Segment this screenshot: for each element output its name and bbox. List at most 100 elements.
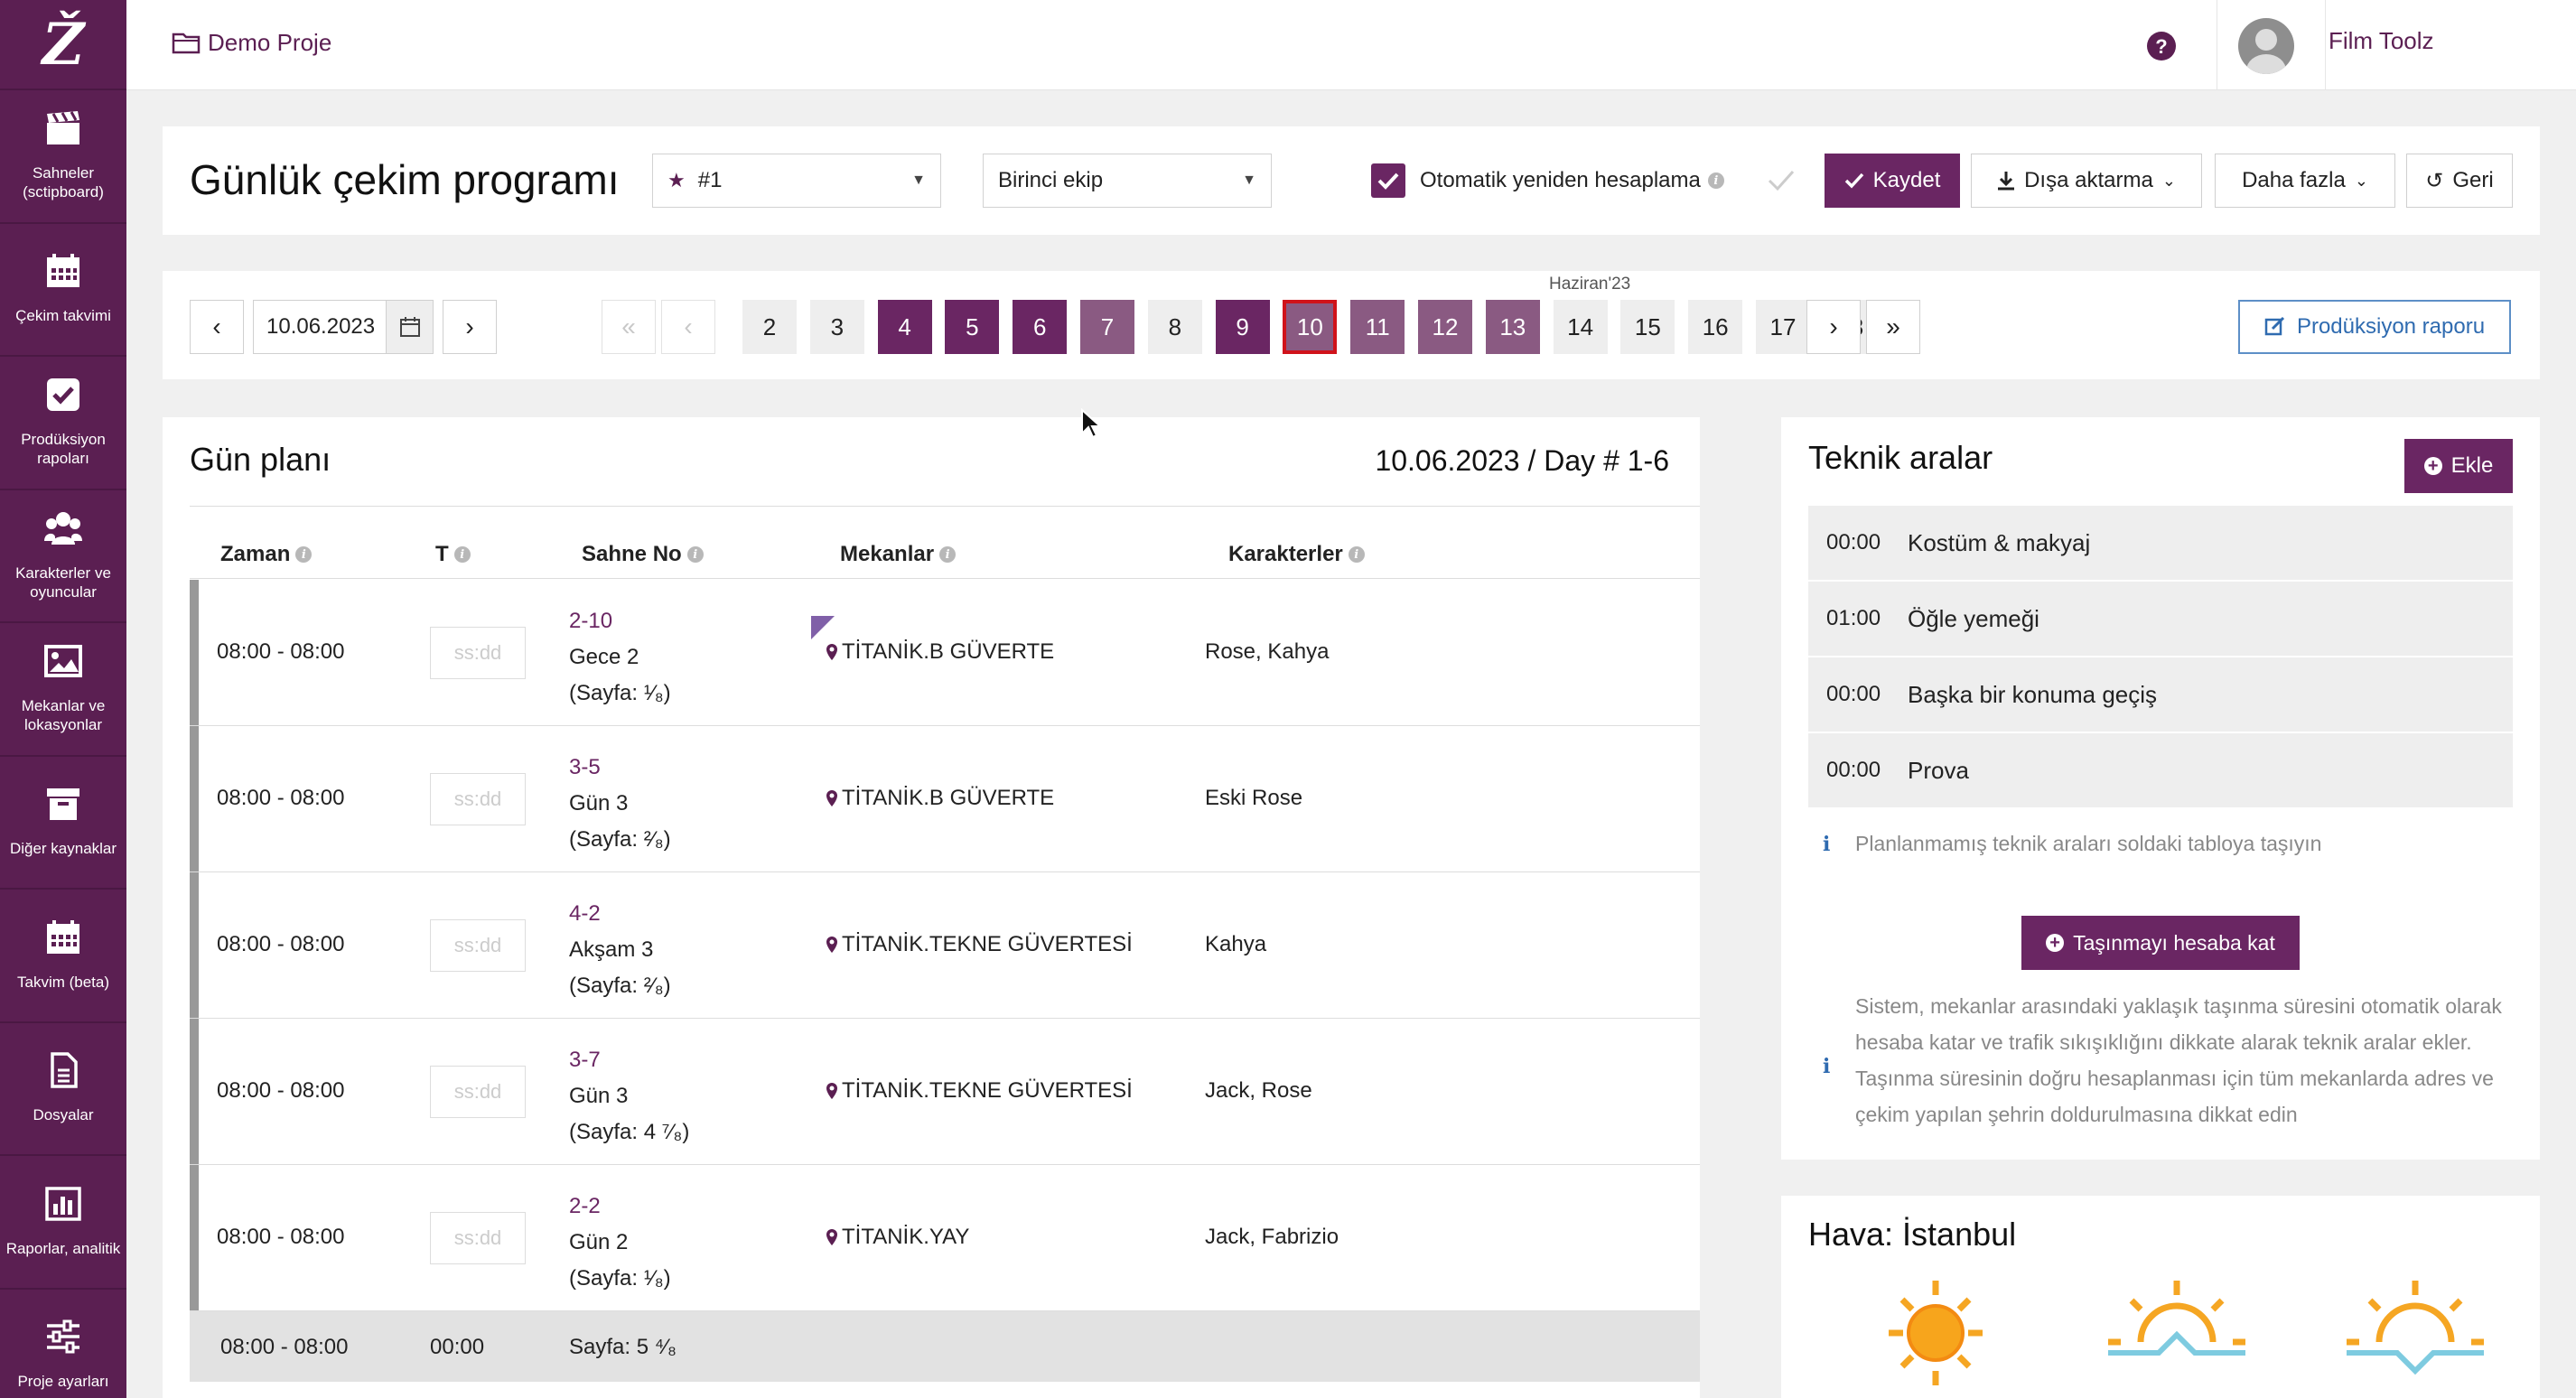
scene-number[interactable]: 2-10 — [569, 609, 613, 633]
export-button[interactable]: Dışa aktarma ⌄ — [1971, 154, 2202, 208]
day-button[interactable]: 17 — [1756, 300, 1810, 354]
scene-pages: (Sayfa: ²⁄₈) — [569, 827, 671, 852]
duration-input[interactable]: ss:dd — [430, 919, 526, 972]
tech-break-item[interactable]: 00:00 Başka bir konuma geçiş — [1808, 657, 2513, 732]
first-page-button[interactable]: « — [602, 300, 656, 354]
day-button[interactable]: 9 — [1215, 300, 1270, 354]
sidebar-item-1[interactable]: Sahneler (sctipboard) — [0, 90, 126, 224]
characters: Eski Rose — [1205, 786, 1303, 810]
drag-handle[interactable] — [190, 1165, 199, 1310]
day-button[interactable]: 7 — [1080, 300, 1134, 354]
tech-note: Sistem, mekanlar arasındaki yaklaşık taş… — [1855, 994, 2502, 1126]
sidebar-item-label: Raporlar, analitik — [5, 1239, 121, 1257]
schedule-select[interactable]: ★ #1 ▼ — [652, 154, 941, 208]
save-button[interactable]: Kaydet — [1825, 154, 1960, 208]
checkbox-icon — [44, 377, 82, 417]
last-page-button[interactable]: » — [1866, 300, 1920, 354]
next-date-button[interactable]: › — [443, 300, 497, 354]
table-row[interactable]: 08:00 - 08:00 ss:dd 4-2 Akşam 3 (Sayfa: ²⁄₈)… — [190, 872, 1700, 1019]
sidebar-item-7[interactable]: Takvim (beta) — [0, 890, 126, 1023]
day-button[interactable]: 3 — [809, 300, 864, 354]
scene-desc: Gece 2 — [569, 645, 639, 669]
col-characters[interactable]: Karakterler i — [1228, 542, 1365, 567]
scene-pages: (Sayfa: ¹⁄₈) — [569, 681, 671, 705]
sidebar-item-5[interactable]: Mekanlar ve lokasyonlar — [0, 623, 126, 757]
col-locations[interactable]: Mekanlar i — [840, 542, 957, 567]
back-button[interactable]: ↺ Geri — [2406, 154, 2513, 208]
characters: Rose, Kahya — [1205, 639, 1330, 664]
plus-circle-icon: + — [2423, 457, 2442, 475]
day-button[interactable]: 6 — [1013, 300, 1068, 354]
production-report-button[interactable]: Prodüksiyon raporu — [2238, 300, 2511, 354]
day-button[interactable]: 2 — [742, 300, 797, 354]
sidebar-item-8[interactable]: Dosyalar — [0, 1023, 126, 1156]
col-time[interactable]: Zaman i — [220, 542, 313, 567]
info-icon: i — [295, 546, 313, 563]
summary-row: 08:00 - 08:00 00:00 Sayfa: 5 ⁴⁄₈ — [190, 1311, 1700, 1382]
sidebar-item-3[interactable]: Prodüksiyon rapoları — [0, 357, 126, 490]
day-button[interactable]: 16 — [1688, 300, 1743, 354]
sidebar-item-2[interactable]: Çekim takvimi — [0, 224, 126, 357]
drag-handle[interactable] — [190, 726, 199, 871]
drag-handle[interactable] — [190, 580, 199, 725]
scene-number[interactable]: 3-7 — [569, 1048, 601, 1072]
crew-select[interactable]: Birinci ekip ▼ — [983, 154, 1272, 208]
calc-transfer-button[interactable]: + Taşınmayı hesaba kat — [2021, 916, 2300, 970]
scene-number[interactable]: 3-5 — [569, 755, 601, 779]
project-link[interactable]: Demo Proje — [172, 29, 331, 57]
day-button[interactable]: 14 — [1553, 300, 1608, 354]
day-button[interactable]: 13 — [1485, 300, 1540, 354]
sidebar-item-4[interactable]: Karakterler ve oyuncular — [0, 490, 126, 623]
tech-break-label: Başka bir konuma geçiş — [1908, 680, 2158, 708]
edit-icon — [2264, 317, 2284, 336]
tech-break-item[interactable]: 00:00 Prova — [1808, 733, 2513, 808]
scene-number[interactable]: 2-2 — [569, 1194, 601, 1218]
sidebar-item-9[interactable]: Raporlar, analitik — [0, 1156, 126, 1290]
more-button[interactable]: Daha fazla ⌄ — [2215, 154, 2395, 208]
duration-input[interactable]: ss:dd — [430, 1066, 526, 1118]
prev-page-button[interactable]: ‹ — [661, 300, 715, 354]
scene-number[interactable]: 4-2 — [569, 901, 601, 926]
characters: Jack, Fabrizio — [1205, 1225, 1339, 1249]
duration-input[interactable]: ss:dd — [430, 627, 526, 679]
drag-handle[interactable] — [190, 1019, 199, 1164]
weather-card: Hava: İstanbul — [1781, 1196, 2540, 1398]
table-row[interactable]: 08:00 - 08:00 ss:dd 2-10 Gece 2 (Sayfa: ¹⁄₈)… — [190, 580, 1700, 726]
user-name[interactable]: Film Toolz — [2329, 27, 2434, 54]
sidebar-item-6[interactable]: Diğer kaynaklar — [0, 757, 126, 890]
day-button[interactable]: 15 — [1620, 300, 1675, 354]
day-button[interactable]: 10 — [1283, 300, 1338, 354]
avatar[interactable] — [2238, 18, 2294, 74]
day-button[interactable]: 4 — [877, 300, 932, 354]
chevron-down-icon: ⌄ — [2354, 171, 2368, 190]
col-scene[interactable]: Sahne No i — [582, 542, 704, 567]
location-name: TİTANİK.TEKNE GÜVERTESİ — [842, 1078, 1133, 1103]
summary-t: 00:00 — [430, 1335, 485, 1359]
help-icon[interactable]: ? — [2146, 31, 2177, 61]
app-logo[interactable]: Ž — [0, 0, 126, 90]
sun-icon — [1889, 1281, 1983, 1385]
day-button[interactable]: 12 — [1418, 300, 1472, 354]
sliders-icon — [44, 1319, 82, 1359]
top-bar: Demo Proje ? Film Toolz TR — [126, 0, 2576, 90]
day-button[interactable]: 5 — [945, 300, 1000, 354]
next-page-button[interactable]: › — [1806, 300, 1861, 354]
tech-break-item[interactable]: 01:00 Öğle yemeği — [1808, 582, 2513, 657]
add-button[interactable]: + Ekle — [2404, 439, 2513, 493]
drag-handle[interactable] — [190, 872, 199, 1018]
auto-recalc-checkbox[interactable] — [1371, 163, 1405, 198]
tech-break-item[interactable]: 00:00 Kostüm & makyaj — [1808, 506, 2513, 581]
table-row[interactable]: 08:00 - 08:00 ss:dd 3-5 Gün 3 (Sayfa: ²⁄₈) Tİ… — [190, 726, 1700, 872]
calendar-icon[interactable] — [386, 301, 433, 353]
day-button[interactable]: 8 — [1147, 300, 1202, 354]
sidebar-item-10[interactable]: Proje ayarları — [0, 1290, 126, 1398]
duration-input[interactable]: ss:dd — [430, 773, 526, 825]
date-input[interactable]: 10.06.2023 — [253, 300, 434, 354]
table-row[interactable]: 08:00 - 08:00 ss:dd 2-2 Gün 2 (Sayfa: ¹⁄₈) Tİ… — [190, 1165, 1700, 1311]
day-button[interactable]: 11 — [1350, 300, 1405, 354]
table-row[interactable]: 08:00 - 08:00 ss:dd 3-7 Gün 3 (Sayfa: 4 ⁷⁄₈)… — [190, 1019, 1700, 1165]
duration-input[interactable]: ss:dd — [430, 1212, 526, 1264]
tech-break-time: 00:00 — [1826, 682, 1881, 706]
prev-date-button[interactable]: ‹ — [190, 300, 244, 354]
